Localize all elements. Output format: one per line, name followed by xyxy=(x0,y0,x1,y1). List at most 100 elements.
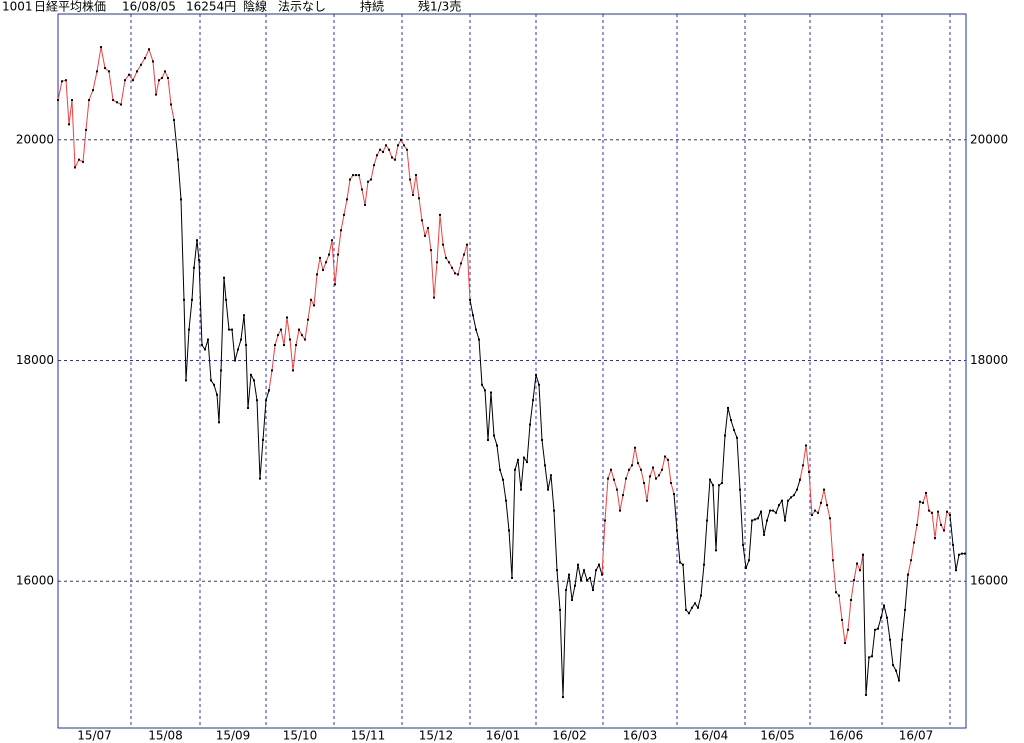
price-dot xyxy=(691,606,693,609)
price-dot xyxy=(907,573,909,576)
price-dot xyxy=(694,602,696,605)
price-dot xyxy=(394,158,396,161)
price-dot xyxy=(277,334,279,337)
price-dot xyxy=(349,178,351,181)
price-dot xyxy=(817,511,819,514)
price-dot xyxy=(562,696,564,699)
price-dot xyxy=(164,70,166,73)
header-price: 16254円 xyxy=(186,0,236,14)
price-dot xyxy=(262,438,264,441)
price-dot xyxy=(784,519,786,522)
price-dot xyxy=(78,158,80,161)
price-dot xyxy=(228,328,230,331)
price-dot xyxy=(216,393,218,396)
price-dot xyxy=(568,573,570,576)
price-dot xyxy=(460,262,462,265)
price-dot xyxy=(415,174,417,177)
price-dot xyxy=(286,316,288,319)
price-dot xyxy=(814,509,816,512)
price-dot xyxy=(628,468,630,471)
price-dot xyxy=(265,399,267,402)
price-dot xyxy=(430,249,432,252)
price-dot xyxy=(136,70,138,73)
price-dot xyxy=(790,496,792,499)
price-dot xyxy=(760,510,762,513)
price-dot xyxy=(382,150,384,153)
price-dot xyxy=(544,464,546,467)
plot-frame xyxy=(57,13,967,729)
price-dot xyxy=(640,468,642,471)
price-dot xyxy=(517,458,519,461)
price-dot xyxy=(886,616,888,619)
price-dot xyxy=(499,468,501,471)
price-dot xyxy=(245,344,247,347)
price-dot xyxy=(802,464,804,467)
price-dot xyxy=(418,197,420,200)
price-line xyxy=(799,445,864,644)
header-code: 1001 xyxy=(2,0,33,14)
price-dot xyxy=(778,504,780,507)
price-dot xyxy=(457,273,459,276)
price-dot xyxy=(391,156,393,159)
price-dot xyxy=(334,283,336,286)
price-dot xyxy=(313,304,315,307)
price-dot xyxy=(703,563,705,566)
price-dot xyxy=(928,509,930,512)
price-dot xyxy=(454,272,456,275)
price-dot xyxy=(188,328,190,331)
price-dot xyxy=(466,243,468,246)
price-dot xyxy=(198,259,200,262)
price-dot xyxy=(829,517,831,520)
price-dot xyxy=(754,518,756,521)
price-dot xyxy=(673,493,675,496)
price-dot xyxy=(112,99,114,102)
price-dot xyxy=(766,519,768,522)
price-dot xyxy=(874,628,876,631)
price-line xyxy=(862,554,909,695)
price-dot xyxy=(346,198,348,201)
x-tick-label: 15/10 xyxy=(283,729,318,743)
price-dot xyxy=(868,656,870,659)
price-dot xyxy=(721,482,723,485)
price-dot xyxy=(535,373,537,376)
price-dot xyxy=(880,616,882,619)
price-dot xyxy=(116,101,118,104)
price-dot xyxy=(376,154,378,157)
price-dot xyxy=(210,379,212,382)
price-dot xyxy=(805,444,807,447)
price-dot xyxy=(128,73,130,76)
price-dot xyxy=(910,559,912,562)
y-tick-label: 16000 xyxy=(16,574,54,588)
price-dot xyxy=(715,549,717,552)
x-tick-label: 16/02 xyxy=(552,729,587,743)
price-dot xyxy=(167,77,169,80)
price-dot xyxy=(592,589,594,592)
price-dot xyxy=(739,488,741,491)
price-dot xyxy=(919,500,921,503)
price-dot xyxy=(664,455,666,458)
price-dot xyxy=(385,144,387,147)
price-dot xyxy=(622,494,624,497)
price-dot xyxy=(424,234,426,237)
price-dot xyxy=(397,144,399,147)
price-dot xyxy=(253,379,255,382)
price-dot xyxy=(177,158,179,161)
price-dot xyxy=(193,266,195,269)
price-dot xyxy=(808,470,810,473)
price-dot xyxy=(223,276,225,279)
price-dot xyxy=(718,484,720,487)
x-tick-label: 15/12 xyxy=(419,729,454,743)
price-dot xyxy=(706,519,708,522)
price-dot xyxy=(916,523,918,526)
price-dot xyxy=(247,406,249,409)
price-dot xyxy=(406,148,408,151)
x-tick-label: 16/07 xyxy=(899,729,934,743)
price-dot xyxy=(835,591,837,594)
price-dot xyxy=(463,253,465,256)
x-tick-label: 16/04 xyxy=(694,729,729,743)
price-dot xyxy=(274,344,276,347)
price-dot xyxy=(373,164,375,167)
price-dot xyxy=(856,562,858,565)
price-dot xyxy=(225,298,227,301)
